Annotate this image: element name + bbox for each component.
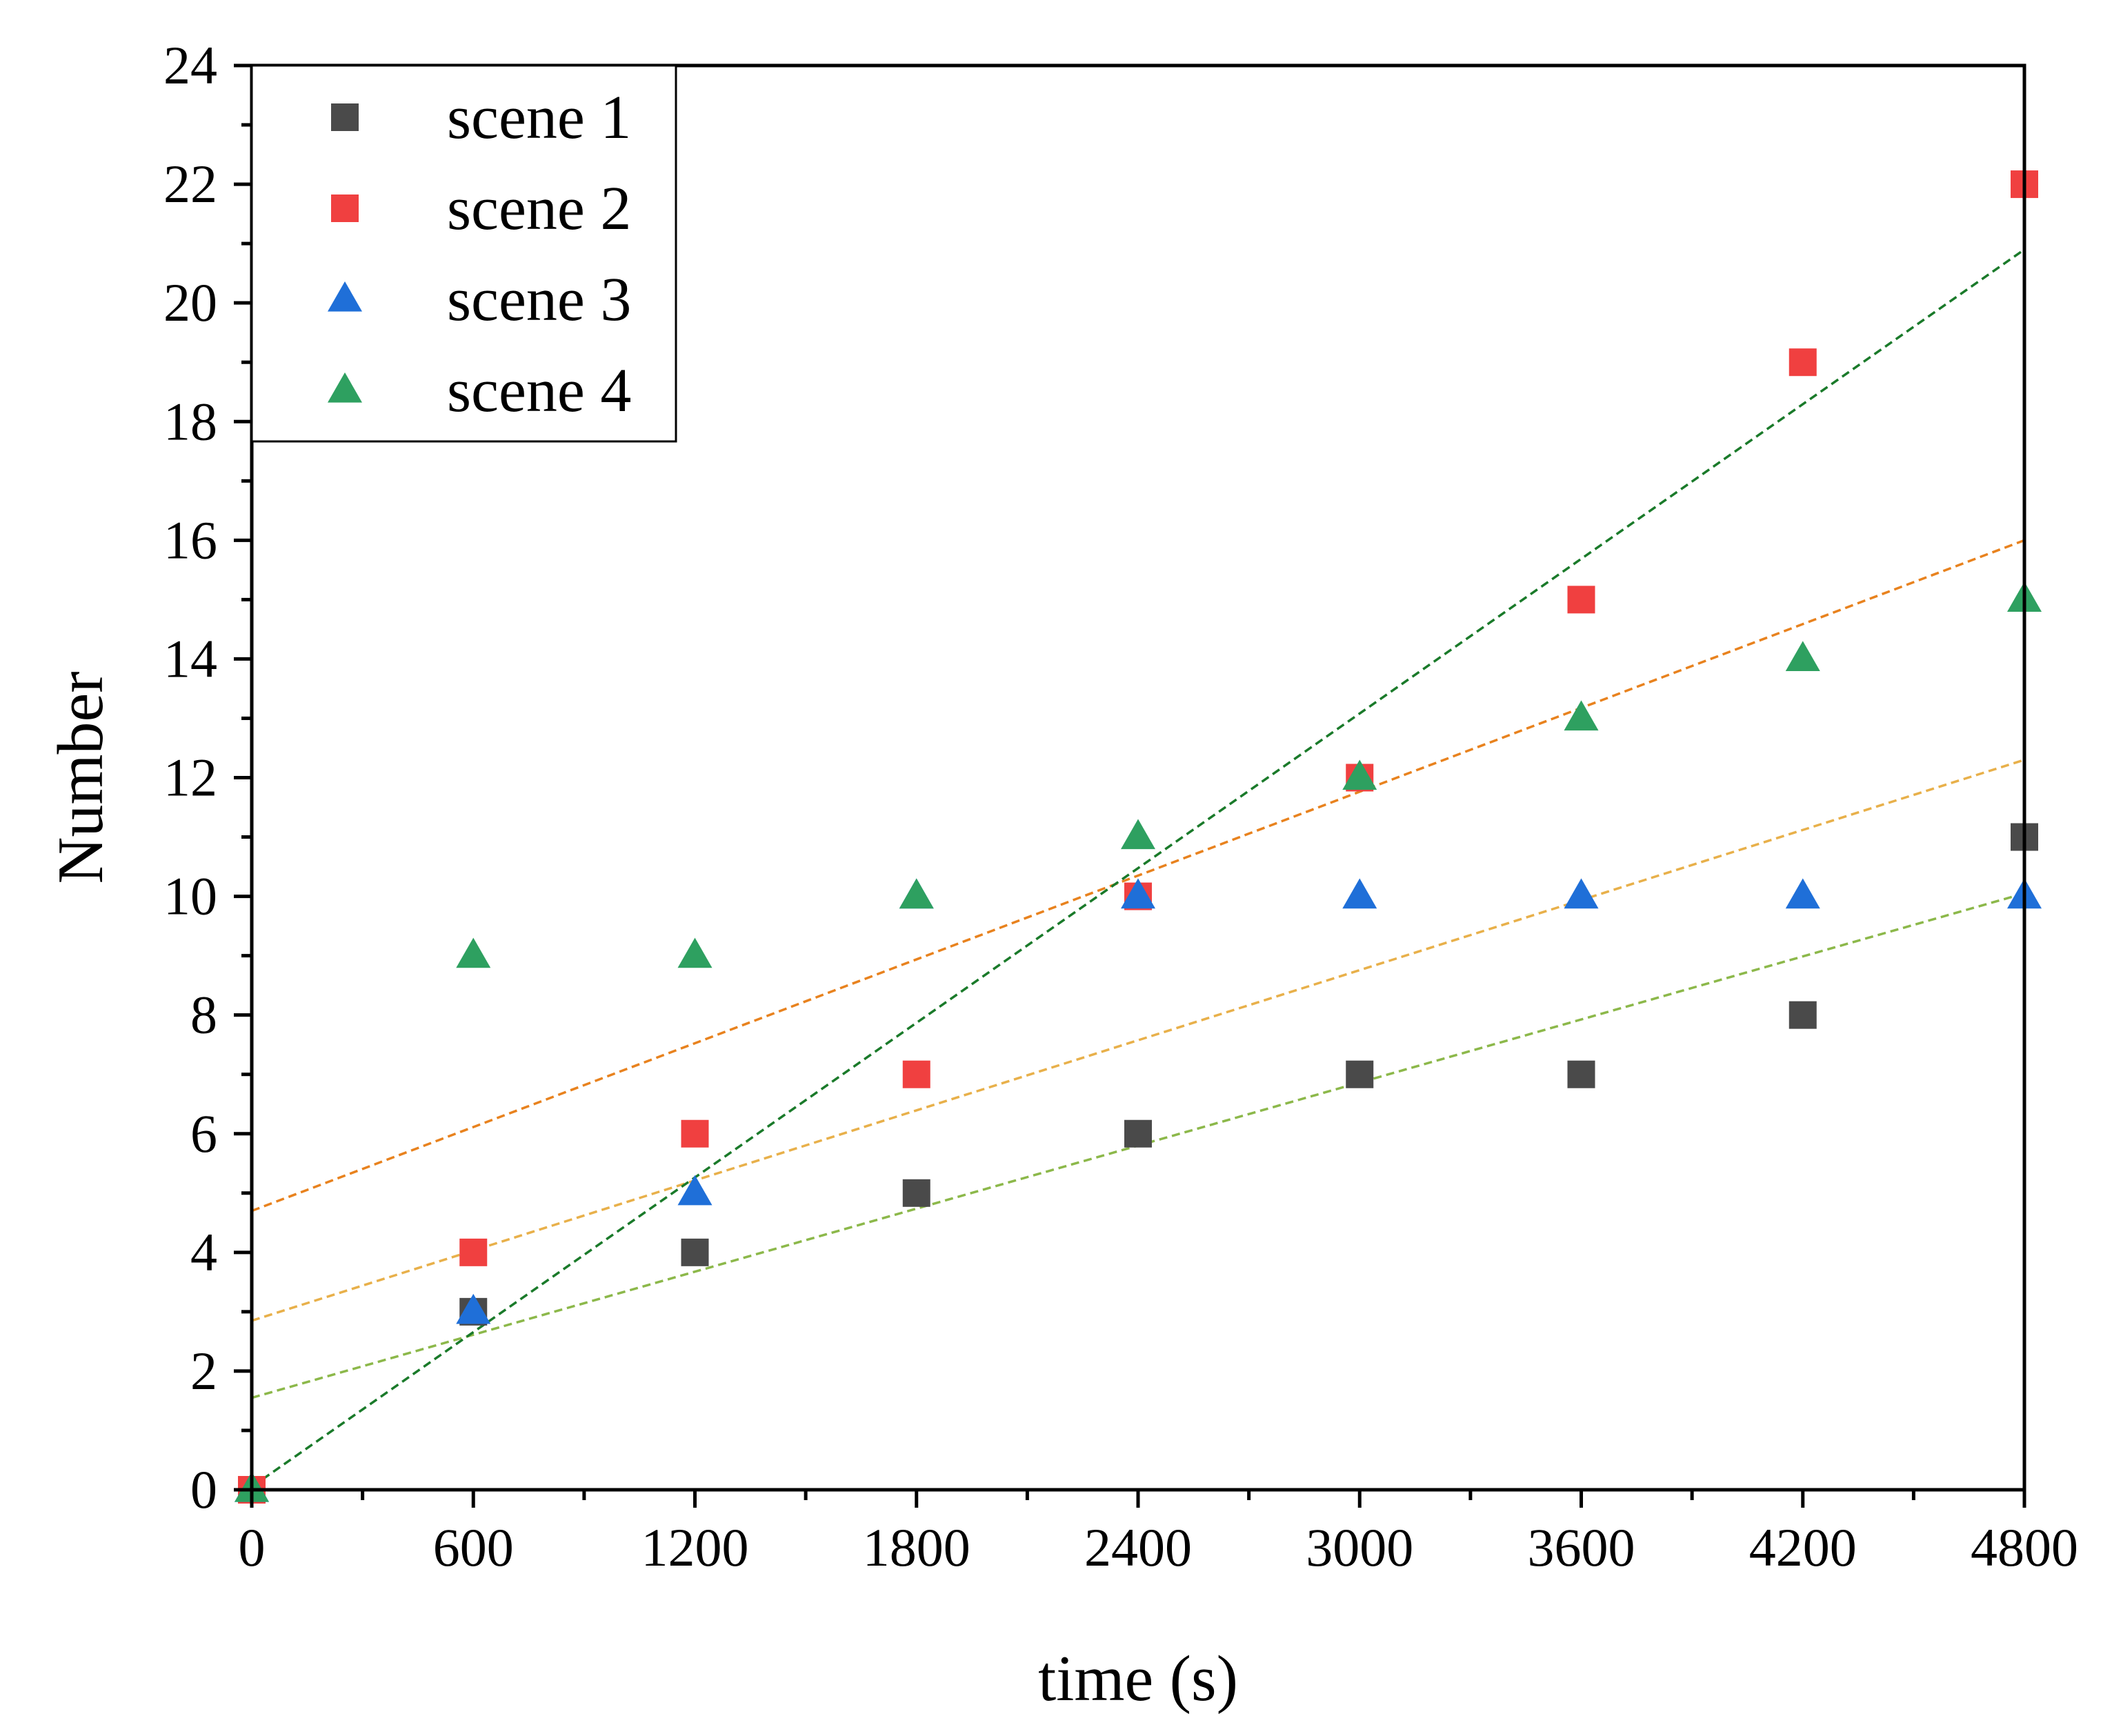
y-tick-label: 8 [190,985,217,1045]
legend-marker-3 [328,281,362,312]
scene-1-point-6 [1346,1060,1374,1088]
y-axis-title: Number [45,671,117,884]
x-tick-label: 1200 [641,1517,749,1577]
trendline-4 [250,248,2026,1488]
y-tick-label: 4 [190,1222,217,1282]
x-tick-label: 3000 [1306,1517,1413,1577]
scene-2-point-8 [1789,348,1817,377]
scene-3-point-8 [1785,878,1820,909]
scene-1-point-8 [1789,1001,1817,1029]
scene-1-point-7 [1567,1060,1595,1088]
y-tick-label: 22 [163,154,217,214]
scene-3-point-6 [1342,878,1377,909]
y-tick-label: 24 [163,35,217,95]
legend-label-1: scene 1 [447,83,631,152]
scene-4-point-7 [1564,700,1599,731]
legend-marker-1 [331,103,359,131]
scene-1-point-4 [902,1179,930,1207]
legend-label-3: scene 3 [447,266,631,334]
scene-1-point-3 [681,1238,709,1266]
y-tick-label: 20 [163,272,217,332]
scene-4-point-3 [677,937,713,968]
scene-3-point-2 [456,1293,491,1324]
scene-4-point-2 [456,937,491,968]
x-tick-label: 4800 [1971,1517,2078,1577]
x-tick-label: 4200 [1749,1517,1857,1577]
y-tick-label: 2 [190,1341,217,1401]
y-tick-label: 12 [163,748,217,808]
scene-1-point-5 [1124,1119,1152,1148]
legend-marker-2 [331,194,359,222]
scene-3-point-3 [677,1175,713,1206]
legend-marker-4 [328,372,362,403]
x-tick-label: 2400 [1084,1517,1192,1577]
scene-3-point-7 [1564,878,1599,909]
legend-label-2: scene 2 [447,174,631,243]
scene-4-point-5 [1121,819,1155,850]
scene-2-point-4 [902,1060,930,1088]
y-tick-label: 14 [163,628,217,688]
x-tick-label: 600 [433,1517,514,1577]
x-axis-title: time (s) [1038,1643,1238,1715]
x-tick-label: 1800 [863,1517,970,1577]
trendline-3 [251,539,2025,1213]
x-tick-label: 0 [239,1517,266,1577]
y-tick-label: 6 [190,1104,217,1164]
scene-4-point-8 [1785,641,1820,672]
scene-3-point-5 [1121,878,1155,909]
scene-2-point-3 [681,1119,709,1148]
y-tick-label: 16 [163,510,217,570]
scene-4-point-4 [899,878,934,909]
legend: scene 1 scene 2 scene 3 scene 4 [250,64,677,443]
y-tick-label: 18 [163,391,217,451]
scene-2-point-7 [1567,586,1595,614]
x-tick-label: 3600 [1528,1517,1635,1577]
y-tick-label: 0 [190,1459,217,1519]
legend-box [250,64,677,443]
axis-tick-layer: 0 600 1200 1800 2400 3000 3600 4200 480002468101… [163,35,2078,1577]
y-tick-label: 10 [163,866,217,926]
trendline-2 [251,759,2025,1322]
legend-label-4: scene 4 [447,357,631,425]
scene-2-point-2 [459,1238,488,1266]
scene-4-point-6 [1342,759,1377,790]
